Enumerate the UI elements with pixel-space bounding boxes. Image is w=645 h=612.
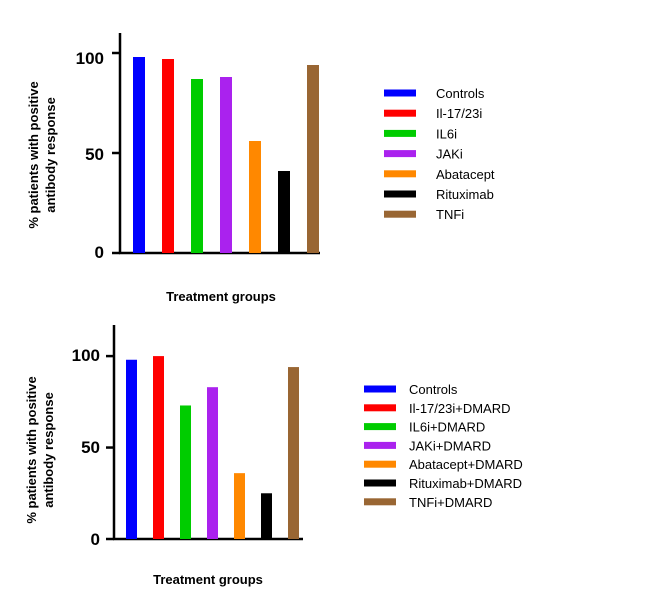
chart-2-legend-swatch-3 [364,423,396,431]
chart-2-legend-swatch-5 [364,460,396,468]
chart-2-legend-label-1: Controls [409,382,458,397]
chart-2-legend-label-4: JAKi+DMARD [409,438,491,453]
chart-1-ytick-label-50: 50 [85,145,104,164]
chart-1-bar-il-17-23i [162,59,174,253]
chart-2-bar-controls [126,359,137,539]
chart-1-ytick-label-0: 0 [95,243,104,262]
chart-1-legend-label-5: Abatacept [436,167,495,182]
chart-2-legend-swatch-4 [364,441,396,449]
chart-2-legend-swatch-2 [364,404,396,412]
chart-1-legend-swatch-2 [384,109,416,117]
chart-2-bar-abatacept-dmard [234,473,245,539]
chart-1-xlabel: Treatment groups [166,289,276,304]
chart-1-legend-swatch-5 [384,170,416,178]
chart-1-legend-label-4: JAKi [436,147,463,162]
chart-1-legend-swatch-7 [384,210,416,218]
chart-2-legend-label-5: Abatacept+DMARD [409,457,523,472]
chart-1-legend-label-2: Il-17/23i [436,106,482,121]
chart-1-bar-rituximab [278,171,290,253]
chart-2-legend-label-2: Il-17/23i+DMARD [409,401,511,416]
chart-1-bar-controls [133,57,145,253]
chart-1-legend-swatch-3 [384,129,416,137]
chart-1-legend-label-7: TNFi [436,207,464,222]
chart-1-legend-label-6: Rituximab [436,187,494,202]
chart-2-legend-label-7: TNFi+DMARD [409,495,492,510]
chart-1-bar-jaki [220,77,232,253]
chart-1-legend-swatch-6 [384,190,416,198]
chart-2-legend-swatch-1 [364,385,396,393]
chart-1-ylabel-line-2: antibody response [43,97,58,213]
chart-1-legend-swatch-1 [384,89,416,97]
chart-2-ytick-label-100: 100 [72,346,100,365]
chart-2-legend-swatch-7 [364,498,396,506]
chart-1-bar-tnfi [307,65,319,253]
chart-1-bar-il6i [191,79,203,253]
chart-1-legend-label-1: Controls [436,86,485,101]
chart-2-bar-tnfi-dmard [288,367,299,539]
chart-2-ytick-label-50: 50 [81,438,100,457]
chart-2-bar-jaki-dmard [207,387,218,539]
chart-2-ylabel-line-2: antibody response [41,392,56,508]
chart-2-legend-swatch-6 [364,479,396,487]
chart-2-bar-il6i-dmard [180,405,191,539]
chart-2-xlabel: Treatment groups [153,572,263,587]
chart-2-bar-il-17-23i-dmard [153,356,164,539]
chart-1-legend-swatch-4 [384,150,416,158]
chart-1: 100 50 0 % patients with positive antibo… [26,33,495,304]
chart-1-bar-abatacept [249,141,261,253]
chart-1-ytick-label-100: 100 [76,49,104,68]
chart-2-bar-rituximab-dmard [261,493,272,539]
chart-2: 100 50 0 % patients with positive antibo… [24,325,523,587]
chart-2-legend-label-6: Rituximab+DMARD [409,476,522,491]
chart-1-legend-label-3: IL6i [436,126,457,141]
chart-1-ylabel-line-1: % patients with positive [26,81,41,228]
chart-2-ytick-label-0: 0 [91,530,100,549]
chart-2-ylabel-line-1: % patients with positive [24,376,39,523]
chart-2-legend-label-3: IL6i+DMARD [409,420,485,435]
